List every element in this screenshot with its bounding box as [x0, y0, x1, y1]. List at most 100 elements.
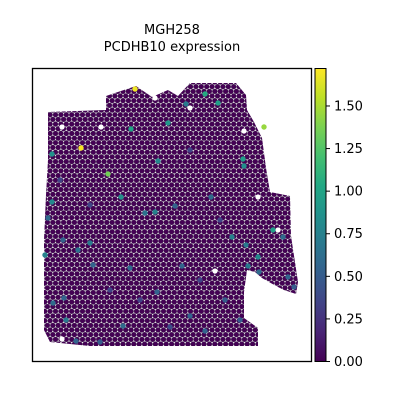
background-spot: [239, 332, 245, 338]
background-spot: [255, 247, 261, 254]
background-spot: [79, 289, 86, 296]
background-spot: [66, 116, 72, 123]
background-spot: [168, 163, 175, 169]
background-spot: [90, 149, 96, 155]
background-spot: [163, 229, 169, 235]
background-spot: [147, 154, 153, 160]
background-spot: [158, 332, 164, 338]
background-spot: [249, 257, 256, 263]
background-spot: [69, 271, 75, 277]
background-spot: [187, 186, 194, 193]
background-spot: [136, 135, 142, 141]
background-spot: [112, 177, 118, 183]
background-spot: [109, 107, 115, 113]
background-spot: [114, 275, 121, 282]
background-spot: [247, 140, 253, 146]
background-spot: [79, 280, 86, 286]
background-spot: [144, 196, 150, 202]
background-spot: [220, 149, 226, 155]
expression-spot: [208, 194, 214, 200]
background-spot: [182, 318, 188, 324]
background-spot: [120, 182, 126, 188]
background-spot: [155, 140, 161, 146]
background-spot: [174, 266, 180, 272]
background-spot: [198, 261, 204, 268]
background-spot: [144, 149, 150, 155]
background-spot: [163, 294, 169, 300]
background-spot: [114, 107, 121, 113]
background-spot: [120, 303, 126, 310]
background-spot: [182, 112, 188, 118]
background-spot: [96, 140, 102, 146]
background-spot: [133, 102, 140, 109]
background-spot: [179, 229, 186, 235]
background-spot: [69, 299, 75, 305]
background-spot: [125, 238, 132, 244]
background-spot: [47, 280, 53, 286]
background-spot: [182, 196, 188, 202]
expression-spot: [167, 324, 173, 330]
background-spot: [69, 130, 75, 137]
background-spot: [44, 303, 51, 310]
background-spot: [185, 191, 191, 197]
background-spot: [55, 144, 61, 151]
background-spot: [109, 182, 115, 188]
background-spot: [93, 126, 99, 132]
background-spot: [177, 224, 183, 230]
background-spot: [190, 182, 196, 188]
background-spot: [190, 322, 196, 329]
background-spot: [133, 158, 140, 165]
background-spot: [263, 215, 269, 221]
background-spot: [228, 275, 234, 282]
background-spot: [141, 247, 148, 254]
background-spot: [136, 144, 142, 151]
background-spot: [60, 135, 67, 141]
background-spot: [77, 332, 83, 338]
background-spot: [177, 112, 183, 118]
background-spot: [87, 163, 94, 169]
background-spot: [263, 261, 269, 268]
background-spot: [58, 215, 64, 221]
background-spot: [185, 182, 191, 188]
background-spot: [233, 294, 240, 300]
background-spot: [201, 172, 207, 179]
background-spot: [155, 233, 161, 240]
background-spot: [139, 336, 145, 343]
background-spot: [220, 252, 226, 258]
background-spot: [114, 247, 121, 254]
background-spot: [214, 149, 221, 155]
background-spot: [247, 252, 253, 258]
background-spot: [77, 238, 83, 244]
background-spot: [74, 196, 80, 202]
background-spot: [117, 327, 123, 333]
background-spot: [52, 121, 59, 127]
background-spot: [212, 144, 218, 151]
background-spot: [220, 102, 226, 109]
background-spot: [187, 299, 194, 305]
background-spot: [168, 144, 175, 151]
background-spot: [79, 252, 86, 258]
background-spot: [155, 196, 161, 202]
background-spot: [174, 275, 180, 282]
background-spot: [177, 271, 183, 277]
background-spot: [77, 182, 83, 188]
background-spot: [112, 243, 118, 249]
background-spot: [166, 149, 172, 155]
background-spot: [152, 275, 159, 282]
background-spot: [182, 130, 188, 137]
background-spot: [225, 318, 231, 324]
background-spot: [214, 224, 221, 230]
background-spot: [90, 308, 96, 314]
background-spot: [231, 215, 237, 221]
background-spot: [82, 294, 88, 300]
background-spot: [120, 163, 126, 169]
background-spot: [214, 336, 221, 343]
background-spot: [239, 98, 245, 104]
background-spot: [52, 243, 59, 249]
background-spot: [212, 313, 218, 319]
background-spot: [152, 135, 159, 141]
background-spot: [141, 219, 148, 226]
background-spot: [233, 135, 240, 141]
background-spot: [195, 294, 202, 300]
background-spot: [96, 280, 102, 286]
